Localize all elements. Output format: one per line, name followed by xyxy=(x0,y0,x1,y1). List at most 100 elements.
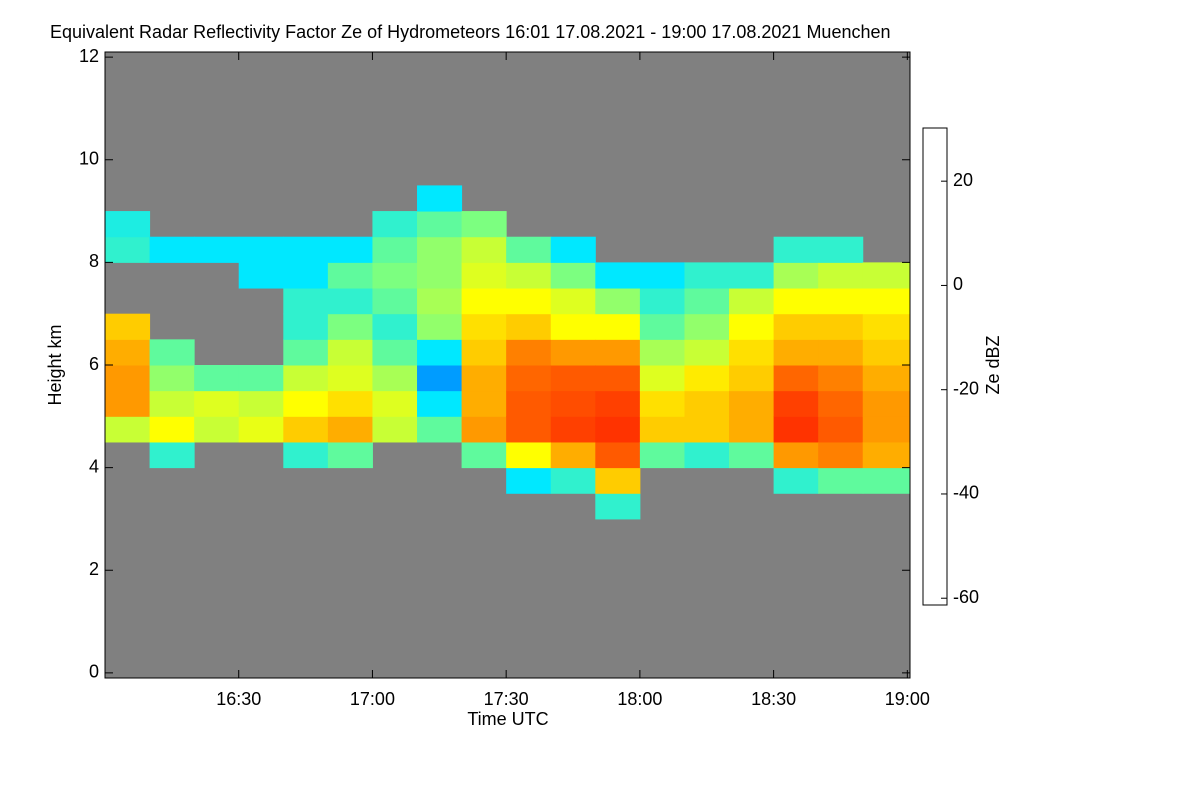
heatmap-cell xyxy=(639,339,685,366)
heatmap-cell xyxy=(818,339,864,366)
heatmap-cell xyxy=(238,416,284,443)
heatmap-cell xyxy=(417,185,463,212)
y-axis-label: Height km xyxy=(45,324,65,405)
heatmap-cell xyxy=(773,313,819,340)
heatmap-cell xyxy=(327,441,373,469)
colorbar-tick-label: -40 xyxy=(953,483,979,503)
heatmap-cell xyxy=(862,313,911,340)
heatmap-cell xyxy=(729,288,775,315)
heatmap-cell xyxy=(372,390,418,417)
heatmap-cell xyxy=(773,236,819,263)
heatmap-cell xyxy=(506,390,552,417)
heatmap-cell xyxy=(550,365,596,392)
heatmap-cell xyxy=(729,339,775,366)
heatmap-cell xyxy=(550,288,596,315)
heatmap-cell xyxy=(327,365,373,392)
heatmap-cell xyxy=(684,441,730,469)
chart-title: Equivalent Radar Reflectivity Factor Ze … xyxy=(50,22,891,42)
heatmap-cell xyxy=(639,313,685,340)
heatmap-cell xyxy=(417,236,463,263)
heatmap-cell xyxy=(773,288,819,315)
heatmap-cell xyxy=(862,416,911,443)
heatmap-cell xyxy=(283,441,329,469)
heatmap-cell xyxy=(194,365,240,392)
heatmap-cell xyxy=(639,288,685,315)
heatmap-cell xyxy=(461,313,507,340)
heatmap-cell xyxy=(372,365,418,392)
heatmap-cell xyxy=(595,288,641,315)
heatmap-cell xyxy=(595,313,641,340)
heatmap-cell xyxy=(461,441,507,469)
colorbar-label: Ze dBZ xyxy=(983,335,1003,394)
heatmap-cell xyxy=(684,339,730,366)
heatmap-cell xyxy=(283,313,329,340)
y-tick-label: 4 xyxy=(89,456,99,476)
heatmap-cell xyxy=(417,211,463,238)
heatmap-cell xyxy=(818,365,864,392)
heatmap-cell xyxy=(105,390,151,417)
heatmap-cell xyxy=(818,236,864,263)
heatmap-cell xyxy=(327,390,373,417)
heatmap-cell xyxy=(818,467,864,494)
heatmap-cell xyxy=(372,339,418,366)
heatmap-cell xyxy=(550,416,596,443)
heatmap-cell xyxy=(238,262,284,289)
heatmap-cell xyxy=(105,416,151,443)
heatmap-cell xyxy=(283,288,329,315)
heatmap-cell xyxy=(729,262,775,289)
heatmap-cell xyxy=(729,313,775,340)
x-tick-label: 16:30 xyxy=(216,689,261,709)
heatmap-cell xyxy=(461,236,507,263)
heatmap-cell xyxy=(327,313,373,340)
heatmap-cell xyxy=(417,313,463,340)
heatmap-cell xyxy=(506,236,552,263)
heatmap-cell xyxy=(372,236,418,263)
heatmap-cell xyxy=(506,313,552,340)
heatmap-cell xyxy=(327,288,373,315)
y-tick-label: 12 xyxy=(79,46,99,66)
heatmap-cell xyxy=(417,288,463,315)
heatmap-cell xyxy=(372,211,418,238)
heatmap-cell xyxy=(238,365,284,392)
heatmap-cell xyxy=(550,390,596,417)
heatmap-cell xyxy=(461,390,507,417)
heatmap-cell xyxy=(862,365,911,392)
heatmap-cell xyxy=(773,416,819,443)
heatmap-cell xyxy=(417,262,463,289)
heatmap-cell xyxy=(506,339,552,366)
heatmap-cell xyxy=(105,365,151,392)
heatmap-cell xyxy=(595,441,641,469)
heatmap-cell xyxy=(818,313,864,340)
colorbar-tick-label: -60 xyxy=(953,587,979,607)
colorbar-tick-label: 20 xyxy=(953,170,973,190)
heatmap-cell xyxy=(372,416,418,443)
heatmap-cell xyxy=(773,365,819,392)
heatmap-cell xyxy=(283,390,329,417)
heatmap-cell xyxy=(684,262,730,289)
heatmap-cell xyxy=(729,416,775,443)
heatmap-cell xyxy=(639,441,685,469)
heatmap-cell xyxy=(417,390,463,417)
heatmap-cell xyxy=(639,262,685,289)
heatmap-cell xyxy=(461,339,507,366)
heatmap-cell xyxy=(862,390,911,417)
heatmap-cell xyxy=(595,416,641,443)
heatmap-cell xyxy=(862,441,911,469)
heatmap-cell xyxy=(773,441,819,469)
heatmap-cell xyxy=(818,288,864,315)
heatmap-cell xyxy=(327,416,373,443)
y-tick-label: 2 xyxy=(89,559,99,579)
heatmap-cell xyxy=(149,416,195,443)
heatmap-cell xyxy=(639,390,685,417)
heatmap-cell xyxy=(550,339,596,366)
heatmap-cell xyxy=(818,441,864,469)
heatmap-cell xyxy=(595,262,641,289)
x-tick-label: 19:00 xyxy=(885,689,930,709)
heatmap-cell xyxy=(149,236,195,263)
x-tick-label: 17:30 xyxy=(484,689,529,709)
y-tick-label: 8 xyxy=(89,251,99,271)
heatmap-cell xyxy=(149,390,195,417)
heatmap-cell xyxy=(862,339,911,366)
heatmap-cell xyxy=(506,288,552,315)
colorbar xyxy=(922,127,948,606)
